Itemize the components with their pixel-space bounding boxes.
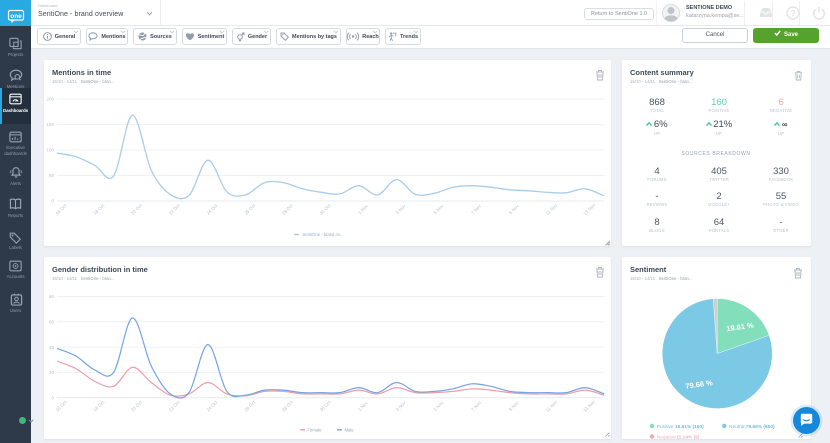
- svg-text:7 Nov: 7 Nov: [470, 400, 482, 412]
- svg-text:?: ?: [790, 9, 795, 18]
- svg-text:Neutral 79.66% (650): Neutral 79.66% (650): [729, 424, 775, 430]
- svg-text:18 Oct: 18 Oct: [92, 202, 105, 215]
- svg-text:SentiOne - brand ov...: SentiOne - brand ov...: [303, 232, 344, 237]
- svg-text:Positive 19.61% (160): Positive 19.61% (160): [657, 424, 704, 430]
- svg-text:16 Oct: 16 Oct: [55, 399, 68, 412]
- svg-text:16 Oct: 16 Oct: [55, 202, 68, 215]
- svg-text:Male: Male: [345, 428, 355, 433]
- svg-text:1 Nov: 1 Nov: [357, 400, 369, 412]
- svg-text:13 Nov: 13 Nov: [582, 202, 596, 216]
- svg-text:26 Oct: 26 Oct: [243, 202, 256, 215]
- svg-text:100: 100: [46, 148, 54, 153]
- svg-text:28 Oct: 28 Oct: [281, 202, 294, 215]
- svg-text:7 Nov: 7 Nov: [470, 203, 482, 215]
- svg-text:60: 60: [49, 320, 55, 325]
- svg-text:80: 80: [49, 294, 55, 299]
- svg-text:one: one: [10, 13, 22, 20]
- svg-text:3 Nov: 3 Nov: [395, 400, 407, 412]
- svg-text:19.61 %: 19.61 %: [726, 321, 755, 334]
- svg-text:30 Oct: 30 Oct: [319, 399, 332, 412]
- svg-text:13 Nov: 13 Nov: [582, 399, 596, 413]
- svg-text:9 Nov: 9 Nov: [508, 400, 520, 412]
- svg-text:20: 20: [49, 370, 55, 375]
- svg-text:1 Nov: 1 Nov: [357, 203, 369, 215]
- svg-text:5 Nov: 5 Nov: [432, 400, 444, 412]
- svg-text:9 Nov: 9 Nov: [508, 203, 520, 215]
- svg-text:40: 40: [49, 345, 55, 350]
- svg-text:5 Nov: 5 Nov: [432, 203, 444, 215]
- svg-text:0: 0: [51, 395, 54, 400]
- svg-text:28 Oct: 28 Oct: [281, 399, 294, 412]
- svg-text:18 Oct: 18 Oct: [92, 399, 105, 412]
- svg-text:24 Oct: 24 Oct: [206, 202, 219, 215]
- svg-text:200: 200: [46, 97, 54, 102]
- svg-text:20 Oct: 20 Oct: [130, 202, 143, 215]
- svg-text:0: 0: [51, 199, 54, 204]
- svg-text:20 Oct: 20 Oct: [130, 399, 143, 412]
- svg-text:22 Oct: 22 Oct: [168, 399, 181, 412]
- svg-text:3 Nov: 3 Nov: [395, 203, 407, 215]
- svg-text:22 Oct: 22 Oct: [168, 202, 181, 215]
- svg-text:Female: Female: [308, 428, 323, 433]
- svg-text:Negative (1.14% (6): Negative (1.14% (6): [657, 434, 700, 440]
- svg-text:79.66 %: 79.66 %: [685, 378, 714, 391]
- svg-text:50: 50: [49, 173, 55, 178]
- svg-text:11 Nov: 11 Nov: [545, 399, 559, 413]
- svg-text:150: 150: [46, 122, 54, 127]
- svg-text:26 Oct: 26 Oct: [243, 399, 256, 412]
- svg-text:30 Oct: 30 Oct: [319, 202, 332, 215]
- svg-text:11 Nov: 11 Nov: [545, 202, 559, 216]
- svg-text:24 Oct: 24 Oct: [206, 399, 219, 412]
